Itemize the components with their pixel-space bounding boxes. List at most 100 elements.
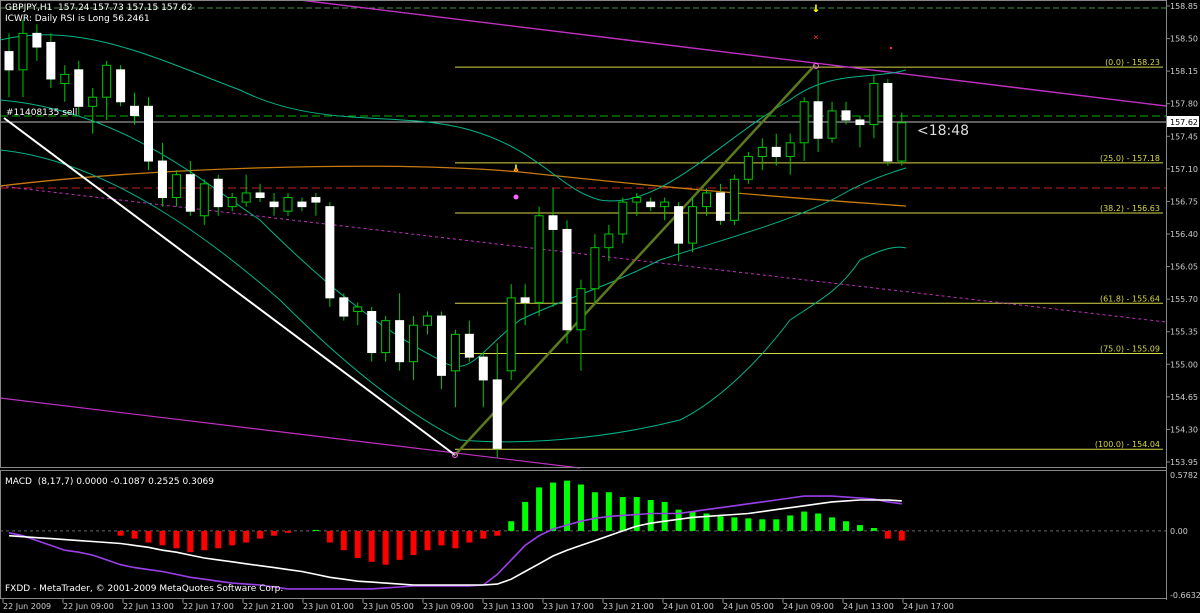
candle-body [199,183,209,217]
macd-histogram-bar [731,517,738,531]
price-tick-label: 156.40 [1170,230,1198,239]
price-tick-label: 158.85 [1170,2,1198,11]
candle-body [74,69,84,107]
candle [897,112,907,166]
price-tick-label: 154.65 [1170,393,1198,402]
candle-body [618,201,628,235]
candle-body [562,228,572,331]
candle-body [478,356,488,381]
candle [423,311,432,335]
signal-line [8,495,902,590]
candle [632,192,642,216]
candle-body [576,288,586,331]
candle [534,206,544,317]
macd-histogram-bar [396,530,403,560]
candle [813,69,823,152]
candle [157,142,167,207]
macd-histogram-bar [619,497,626,531]
macd-histogram-bar [787,515,794,531]
candle-body [492,379,502,449]
candle [60,65,70,102]
price-tick-label: 158.15 [1170,67,1198,76]
candle [450,329,460,408]
candle [660,197,670,221]
candle [576,279,586,371]
band-upper-line [0,34,907,202]
candle-body [353,306,363,313]
macd-line [8,499,902,586]
macd-histogram-bar [466,530,473,543]
macd-histogram-bar [145,530,152,543]
macd-histogram-bar [564,480,570,531]
indicator-status: ICWR: Daily RSI is Long 56.2461 [5,14,150,24]
macd-histogram-bar [438,530,445,546]
time-tick-label: 23 Jun 05:00 [363,602,414,611]
candle-body [60,73,70,85]
candle [604,224,614,262]
candle [339,293,349,321]
macd-histogram-bar [159,530,166,546]
price-panel: (0.0) - 158.23 (25.0) - 157.18 (38.2) - 15… [0,0,1167,469]
macd-histogram-bar [187,530,194,553]
price-tick-label: 155.00 [1170,360,1198,369]
candle [827,101,837,143]
macd-histogram-bar [703,513,710,531]
macd-histogram-bar [173,530,180,549]
candle-body [729,178,739,221]
order-label: #11408135 sell [6,108,78,118]
candle-body [381,320,391,354]
candle [199,179,209,225]
macd-histogram-bar [536,487,543,531]
macd-histogram-bar [689,511,696,531]
candle [478,352,488,408]
candle-body [813,101,823,139]
candle-body [646,201,656,208]
candle [464,320,474,362]
macd-histogram-bar [257,530,264,539]
macd-histogram-bar [661,501,668,531]
candle-body [46,41,56,80]
macd-histogram-bar [326,530,333,543]
candle [743,151,753,184]
candle-body [423,315,432,326]
candle-body [157,160,167,199]
macd-histogram-bar [870,527,877,531]
macd-histogram-bar [550,482,557,531]
macd-histogram-bar [591,492,598,531]
candle-body [855,119,865,126]
copyright-text: FXDD - MetaTrader, © 2001-2009 MetaQuote… [5,584,284,594]
candle [185,161,195,216]
candle-body [604,233,614,249]
candle [227,192,237,212]
candle-body [213,178,223,208]
signal-cross: × [513,166,518,176]
candle [311,192,321,216]
symbol-header: GBPJPY,H1 157.24 157.73 157.15 157.62 [5,3,193,13]
candle-body [715,192,725,221]
candle [855,115,865,148]
candle [492,343,502,458]
macd-histogram-bar [829,517,836,531]
candle-body [743,155,753,180]
candle [674,202,684,262]
fib-label: (38.2) - 156.63 [1100,204,1160,213]
candle-body [32,32,42,48]
macd-histogram-bar [285,530,291,533]
candle [88,88,98,134]
candle [409,316,419,380]
macd-title: MACD (8,17,7) 0.0000 -0.1087 0.2525 0.30… [5,477,215,487]
candle-body [130,105,140,116]
candle-body [227,197,237,208]
candle-body [325,206,335,299]
macd-histogram-bar [229,530,236,546]
candle [213,174,223,216]
macd-histogram-bar [647,499,654,531]
channel-lower-line [0,397,581,469]
time-tick-label: 24 Jun 17:00 [903,602,954,611]
candle-body [409,324,419,363]
candle-body [395,320,405,363]
candle-body [269,201,279,208]
price-tick-label: 154.30 [1170,425,1198,434]
candle-body [506,297,516,372]
time-tick-label: 22 Jun 13:00 [123,602,174,611]
